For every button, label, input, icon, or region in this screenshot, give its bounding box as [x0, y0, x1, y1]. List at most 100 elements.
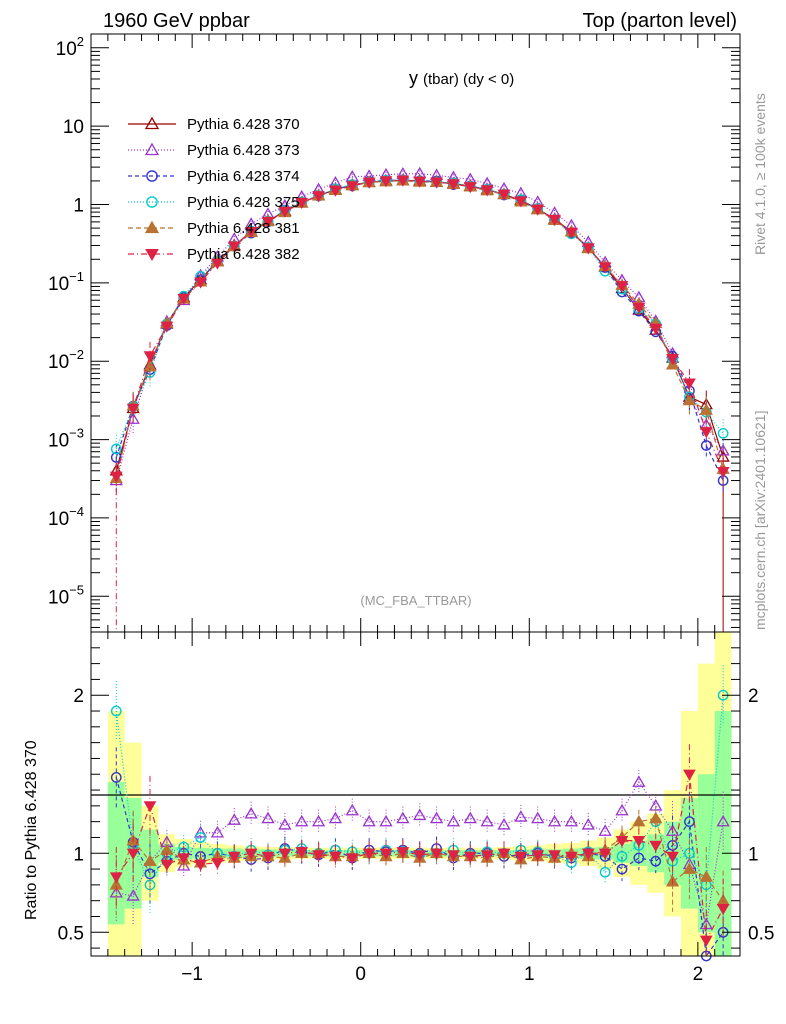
- ratio-y-tick-label: 0.5: [58, 923, 84, 944]
- ratio-data-point: [649, 840, 663, 852]
- ratio-y-tick-label-right: 2: [748, 686, 759, 707]
- ratio-data-point: [177, 853, 191, 865]
- ratio-data-point: [632, 775, 646, 787]
- ratio-y-tick-label-right: 1: [748, 844, 759, 865]
- data-point: [531, 204, 545, 216]
- ratio-data-point: [109, 872, 123, 884]
- ratio-data-point: [497, 848, 511, 860]
- ratio-data-point: [328, 811, 343, 824]
- ratio-data-point: [615, 835, 629, 848]
- ratio-data-point: [295, 847, 309, 859]
- ratio-data-point: [615, 803, 629, 816]
- ratio-data-point: [195, 832, 206, 843]
- data-point: [649, 323, 663, 335]
- data-point: [413, 176, 427, 188]
- ratio-data-point: [261, 851, 275, 863]
- legend-marker: [144, 142, 160, 156]
- data-point: [211, 258, 224, 270]
- ratio-data-point: [413, 850, 427, 862]
- data-point: [143, 359, 157, 372]
- mcplots-citation-label: mcplots.cern.ch [arXiv:2401.10621]: [752, 411, 768, 630]
- data-point: [261, 216, 275, 228]
- ratio-data-point: [227, 813, 241, 825]
- ratio-data-point: [599, 866, 611, 878]
- ratio-data-point: [716, 903, 730, 916]
- data-point: [565, 227, 578, 239]
- legend-marker: [146, 170, 158, 182]
- ratio-data-point: [633, 852, 645, 864]
- ratio-data-point: [244, 806, 258, 819]
- data-point: [632, 303, 646, 315]
- y-tick-label: 10−1: [48, 269, 84, 295]
- ratio-data-point: [463, 851, 477, 863]
- ratio-data-point: [699, 870, 713, 882]
- ratio-data-point: [261, 811, 275, 824]
- y-tick-label: 10: [63, 117, 84, 138]
- ratio-data-point: [362, 848, 376, 860]
- ratio-data-point: [210, 825, 225, 838]
- ratio-data-point: [632, 814, 646, 827]
- data-point: [683, 378, 696, 390]
- plot-title-variable: y: [409, 68, 418, 88]
- y-tick-label: 10−2: [48, 347, 84, 373]
- ratio-data-point: [666, 851, 679, 863]
- ratio-data-point: [447, 850, 460, 862]
- data-point: [700, 440, 712, 451]
- ratio-data-point: [345, 853, 359, 865]
- data-point: [396, 175, 410, 187]
- ratio-data-point: [194, 859, 207, 871]
- x-tick-label: 0: [355, 964, 366, 985]
- ratio-data-point: [379, 848, 393, 860]
- data-point: [581, 243, 595, 255]
- data-point: [295, 197, 309, 210]
- ratio-series-group: [109, 665, 730, 962]
- legend-marker: [145, 249, 159, 262]
- legend-label: Pythia 6.428 374: [187, 168, 300, 185]
- ratio-data-point: [598, 824, 612, 836]
- ratio-data-point: [531, 850, 545, 862]
- ratio-data-point: [446, 814, 461, 827]
- ratio-data-point: [126, 848, 140, 860]
- data-point: [126, 412, 140, 424]
- y-tick-label: 10−4: [48, 504, 84, 530]
- ratio-data-point: [480, 814, 494, 827]
- data-point: [632, 302, 646, 314]
- ratio-data-point: [632, 835, 646, 848]
- x-tick-label: 1: [524, 964, 535, 985]
- data-point: [430, 177, 443, 189]
- y-tick-label: 1: [73, 196, 84, 217]
- ratio-y-tick-label: 1: [73, 844, 84, 865]
- ratio-data-point: [581, 848, 595, 860]
- plot-title-subscript: (tbar) (dy < 0): [423, 71, 514, 88]
- ratio-data-point: [650, 855, 662, 867]
- ratio-data-point: [616, 863, 628, 875]
- ratio-data-point: [244, 848, 258, 860]
- data-point: [379, 176, 393, 188]
- ratio-data-point: [143, 801, 157, 813]
- ratio-data-point: [396, 847, 410, 859]
- x-axis-ticks: −1 0 1 2: [107, 34, 716, 985]
- ratio-data-point: [547, 814, 562, 827]
- ratio-data-point: [581, 818, 595, 830]
- ratio-data-point: [160, 859, 174, 871]
- ratio-data-point: [396, 811, 410, 824]
- data-point: [227, 241, 241, 253]
- data-point: [312, 191, 325, 203]
- legend-marker: [144, 116, 160, 130]
- ratio-band-green: [697, 774, 715, 933]
- ratio-data-point: [565, 851, 578, 863]
- ratio-data-point: [295, 814, 309, 827]
- ratio-plot-frame: [90, 631, 741, 957]
- data-point: [194, 277, 207, 289]
- ratio-data-point: [531, 811, 545, 824]
- ratio-data-point: [312, 850, 325, 862]
- legend-marker: [146, 196, 158, 208]
- rivet-version-label: Rivet 4.1.0, ≥ 100k events: [752, 93, 768, 255]
- data-point: [160, 321, 174, 333]
- ratio-data-point: [514, 851, 528, 863]
- legend-label: Pythia 6.428 375: [187, 194, 300, 211]
- legend-label: Pythia 6.428 382: [187, 246, 300, 263]
- data-point: [143, 351, 157, 363]
- data-point: [497, 189, 511, 201]
